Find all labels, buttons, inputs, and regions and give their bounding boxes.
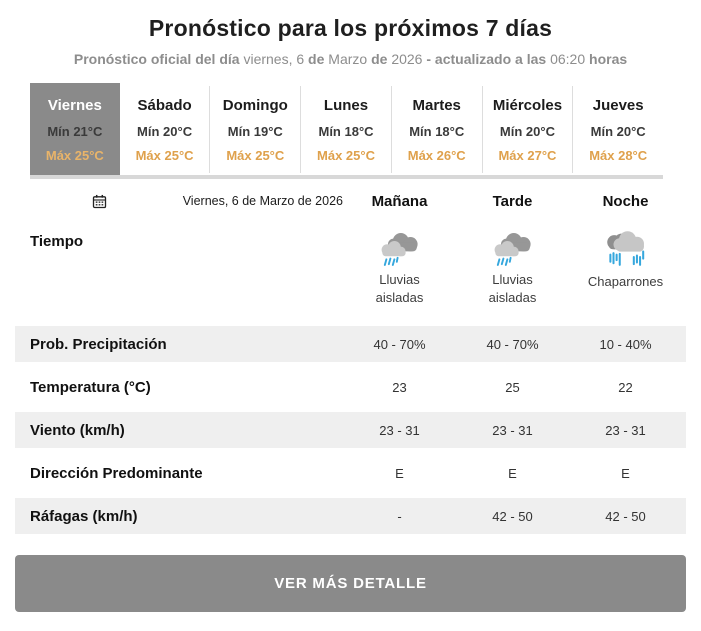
table-row-direccion: Dirección Predominante E E E xyxy=(15,455,686,491)
day-card-domingo[interactable]: Domingo Mín 19°C Máx 25°C xyxy=(209,86,301,173)
day-name: Lunes xyxy=(323,97,369,114)
header: Pronóstico para los próximos 7 días Pron… xyxy=(0,0,701,67)
day-name: Sábado xyxy=(137,97,192,114)
day-max-temp: Máx 25°C xyxy=(317,148,375,163)
forecast-subtitle: Pronóstico oficial del día viernes, 6 de… xyxy=(0,51,701,67)
subtitle-part: 2026 xyxy=(391,51,427,67)
subtitle-part: - actualizado a las xyxy=(426,51,551,67)
row-value: 23 - 31 xyxy=(492,422,533,438)
period-header-tarde: Tarde xyxy=(492,192,533,210)
day-min-temp: Mín 20°C xyxy=(137,124,193,139)
period-header-noche: Noche xyxy=(602,192,649,210)
day-card-sabado[interactable]: Sábado Mín 20°C Máx 25°C xyxy=(119,86,210,173)
row-value: - xyxy=(397,508,402,524)
period-header-row: Viernes, 6 de Marzo de 2026 Mañana Tarde… xyxy=(15,179,686,223)
day-min-temp: Mín 20°C xyxy=(590,124,646,139)
week-strip-underline xyxy=(30,175,663,179)
day-min-temp: Mín 18°C xyxy=(318,124,374,139)
day-min-temp: Mín 21°C xyxy=(47,124,103,139)
row-value: 23 - 31 xyxy=(605,422,646,438)
table-row-temperatura: Temperatura (°C) 23 25 22 xyxy=(15,369,686,405)
row-label: Prob. Precipitación xyxy=(30,335,167,353)
row-value: 23 - 31 xyxy=(379,422,420,438)
day-name: Viernes xyxy=(47,97,102,114)
weather-condition-row: Tiempo Lluvias aisladas xyxy=(15,223,686,326)
weather-cell-noche: Chaparrones xyxy=(569,223,682,326)
day-card-martes[interactable]: Martes Mín 18°C Máx 26°C xyxy=(390,86,482,173)
table-row-precipitacion: Prob. Precipitación 40 - 70% 40 - 70% 10… xyxy=(15,326,686,362)
weather-caption: Lluvias aisladas xyxy=(375,272,424,305)
row-value: 22 xyxy=(618,379,633,395)
day-max-temp: Máx 25°C xyxy=(45,148,104,163)
day-max-temp: Máx 25°C xyxy=(226,148,285,163)
subtitle-part: Pronóstico oficial del día xyxy=(73,51,244,67)
selected-date-bar: Viernes, 6 de Marzo de 2026 xyxy=(15,194,343,209)
day-card-miercoles[interactable]: Miércoles Mín 20°C Máx 27°C xyxy=(481,86,573,173)
row-value: 42 - 50 xyxy=(605,508,646,524)
subtitle-part: 06:20 xyxy=(550,51,590,67)
row-label: Dirección Predominante xyxy=(30,464,203,482)
row-value: E xyxy=(508,465,517,481)
day-max-temp: Máx 27°C xyxy=(498,148,557,163)
subtitle-part: de xyxy=(308,51,329,67)
row-label: Tiempo xyxy=(30,233,84,250)
row-value: 25 xyxy=(505,379,520,395)
row-value: E xyxy=(395,465,404,481)
row-value: 10 - 40% xyxy=(599,336,652,352)
showers-icon xyxy=(606,231,644,266)
rain-cloud-icon xyxy=(381,233,418,266)
row-label: Temperatura (°C) xyxy=(30,378,151,396)
day-max-temp: Máx 25°C xyxy=(135,148,194,163)
ver-mas-detalle-button[interactable]: VER MÁS DETALLE xyxy=(15,555,686,612)
period-header-manana: Mañana xyxy=(371,192,428,210)
week-day-strip: Viernes Mín 21°C Máx 25°C Sábado Mín 20°… xyxy=(30,83,664,175)
rain-cloud-icon xyxy=(494,233,531,266)
row-value: E xyxy=(621,465,630,481)
row-value: 23 xyxy=(392,379,407,395)
day-card-lunes[interactable]: Lunes Mín 18°C Máx 25°C xyxy=(300,86,391,173)
day-card-jueves[interactable]: Jueves Mín 20°C Máx 28°C xyxy=(572,86,664,173)
page-title: Pronóstico para los próximos 7 días xyxy=(148,15,553,41)
day-max-temp: Máx 26°C xyxy=(407,148,466,163)
day-name: Domingo xyxy=(222,97,288,114)
day-name: Miércoles xyxy=(492,97,563,114)
table-row-viento: Viento (km/h) 23 - 31 23 - 31 23 - 31 xyxy=(15,412,686,448)
calendar-icon xyxy=(93,194,107,208)
row-value: 40 - 70% xyxy=(486,336,539,352)
row-label: Viento (km/h) xyxy=(30,421,125,439)
day-name: Martes xyxy=(412,97,461,114)
subtitle-part: horas xyxy=(589,51,628,67)
subtitle-part: viernes, 6 xyxy=(243,51,309,67)
day-min-temp: Mín 19°C xyxy=(227,124,283,139)
row-label: Ráfagas (km/h) xyxy=(30,507,138,525)
subtitle-part: de xyxy=(371,51,392,67)
day-min-temp: Mín 18°C xyxy=(409,124,465,139)
table-row-rafagas: Ráfagas (km/h) - 42 - 50 42 - 50 xyxy=(15,498,686,534)
weather-caption: Lluvias aisladas xyxy=(488,272,537,305)
selected-date-label: Viernes, 6 de Marzo de 2026 xyxy=(182,194,343,208)
day-min-temp: Mín 20°C xyxy=(499,124,555,139)
weather-cell-manana: Lluvias aisladas xyxy=(343,223,456,326)
row-value: 40 - 70% xyxy=(373,336,426,352)
day-card-viernes[interactable]: Viernes Mín 21°C Máx 25°C xyxy=(30,83,120,175)
day-name: Jueves xyxy=(592,97,644,114)
weather-cell-tarde: Lluvias aisladas xyxy=(456,223,569,326)
subtitle-part: Marzo xyxy=(328,51,372,67)
day-max-temp: Máx 28°C xyxy=(589,148,648,163)
weather-caption: Chaparrones xyxy=(587,274,664,289)
row-value: 42 - 50 xyxy=(492,508,533,524)
